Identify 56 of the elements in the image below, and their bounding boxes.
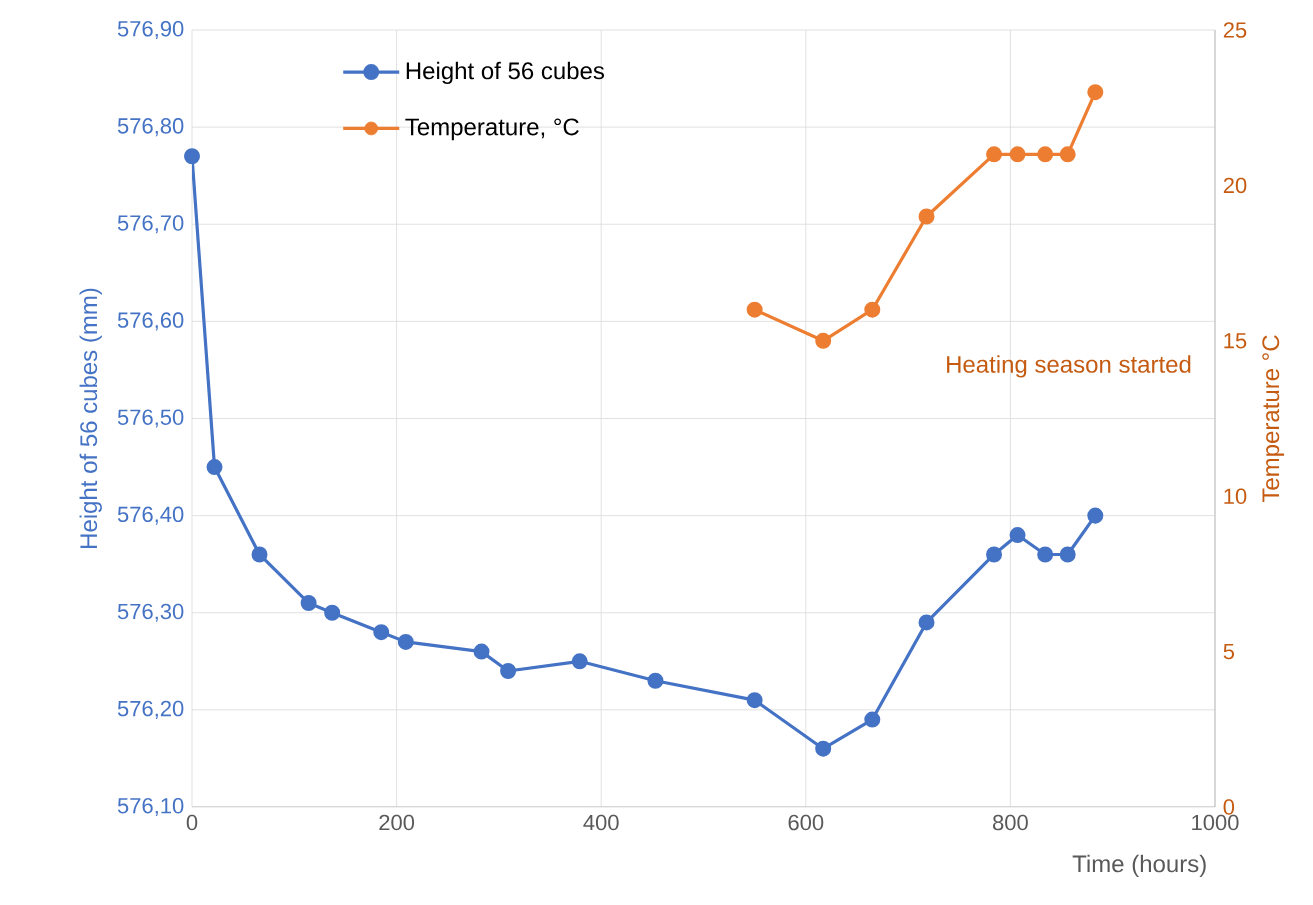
y-axis-title: Height of 56 cubes (mm) [79, 288, 102, 548]
point [1059, 146, 1076, 163]
point [864, 301, 881, 318]
point [373, 624, 390, 641]
point [918, 614, 935, 631]
point [986, 546, 1003, 563]
y-tick-label: 576,80 [117, 118, 184, 137]
y-tick-label: 576,90 [117, 20, 184, 40]
y-tick-label: 576,20 [117, 700, 184, 719]
y2-tick-label: 10 [1224, 488, 1247, 504]
x-tick-label: 400 [583, 814, 619, 831]
point [815, 740, 832, 757]
y-tick-label: 576,10 [117, 797, 184, 817]
y2-tick-label: 0 [1223, 799, 1235, 815]
point [184, 148, 200, 165]
point [473, 643, 490, 660]
legend-label: Height of 56 cubes [406, 61, 605, 85]
point [571, 653, 588, 670]
point [1009, 527, 1026, 544]
point [647, 672, 664, 689]
point [746, 692, 763, 709]
point [1087, 84, 1104, 101]
legend-label: Temperature, °C [405, 118, 579, 141]
y-tick-label: 576,50 [117, 409, 184, 428]
point [1009, 146, 1026, 163]
point [1037, 546, 1054, 563]
point [918, 208, 935, 225]
y2-tick-label: 25 [1223, 22, 1247, 38]
y-tick-label: 576,40 [117, 506, 184, 525]
point [300, 595, 317, 612]
x-axis-title: Time (hours) [1072, 854, 1206, 878]
y2-axis-title: Temperature °C [1262, 335, 1285, 503]
point [251, 546, 268, 563]
point [815, 332, 832, 349]
x-tick-label: 800 [992, 814, 1028, 831]
y2-tick-label: 15 [1224, 333, 1247, 349]
x-tick-label: 0 [186, 814, 198, 831]
y2-tick-label: 20 [1223, 177, 1247, 194]
point [1037, 146, 1054, 163]
y2-tick-label: 5 [1223, 643, 1235, 660]
y-tick-label: 576,30 [117, 603, 184, 622]
point [986, 146, 1003, 163]
point [1087, 507, 1104, 524]
point [397, 633, 414, 650]
x-tick-label: 1000 [1192, 814, 1239, 831]
point [206, 459, 223, 476]
y-tick-label: 576,70 [117, 215, 184, 234]
x-tick-label: 200 [379, 814, 415, 831]
annotation: Heating season started [947, 355, 1191, 378]
y-tick-label: 576,60 [117, 312, 184, 331]
point [500, 663, 517, 680]
point [746, 301, 763, 318]
point [1059, 546, 1076, 563]
point [324, 604, 341, 621]
point [864, 711, 881, 728]
x-tick-label: 600 [788, 814, 824, 831]
